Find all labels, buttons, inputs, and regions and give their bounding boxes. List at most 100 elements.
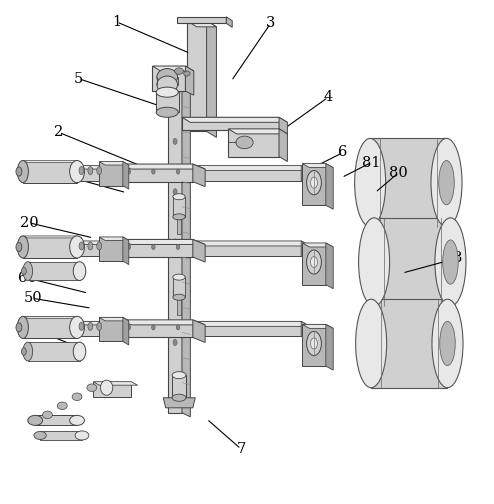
Polygon shape	[301, 241, 310, 261]
Ellipse shape	[307, 170, 322, 195]
Text: 80: 80	[389, 166, 408, 179]
Polygon shape	[326, 325, 333, 370]
Ellipse shape	[174, 68, 183, 74]
Ellipse shape	[70, 236, 84, 258]
Text: 50: 50	[23, 291, 42, 305]
Ellipse shape	[28, 415, 42, 425]
Polygon shape	[23, 161, 77, 182]
Polygon shape	[77, 165, 131, 180]
Polygon shape	[99, 318, 129, 321]
Polygon shape	[193, 320, 205, 343]
Polygon shape	[279, 117, 288, 136]
Ellipse shape	[152, 244, 155, 249]
Text: 4: 4	[324, 90, 333, 104]
Text: 2: 2	[54, 125, 63, 140]
Polygon shape	[302, 163, 333, 167]
Polygon shape	[374, 218, 451, 306]
Polygon shape	[77, 165, 138, 169]
Polygon shape	[190, 322, 301, 337]
Polygon shape	[40, 431, 82, 440]
Ellipse shape	[152, 325, 155, 330]
Ellipse shape	[21, 267, 26, 275]
Polygon shape	[119, 164, 193, 181]
Polygon shape	[187, 21, 206, 132]
Text: 81: 81	[362, 156, 380, 169]
Polygon shape	[182, 117, 288, 122]
Polygon shape	[23, 317, 77, 339]
Ellipse shape	[70, 161, 84, 182]
Polygon shape	[193, 239, 205, 262]
Polygon shape	[35, 415, 77, 425]
Ellipse shape	[311, 177, 318, 188]
Ellipse shape	[173, 380, 177, 386]
Polygon shape	[302, 243, 333, 247]
Ellipse shape	[88, 166, 93, 174]
Polygon shape	[23, 161, 82, 162]
Polygon shape	[119, 164, 205, 169]
Polygon shape	[302, 325, 326, 366]
Ellipse shape	[88, 323, 93, 331]
Ellipse shape	[307, 250, 322, 274]
Ellipse shape	[443, 240, 458, 284]
Ellipse shape	[173, 340, 177, 345]
Polygon shape	[302, 325, 333, 329]
Ellipse shape	[173, 239, 177, 245]
Ellipse shape	[435, 218, 466, 306]
Polygon shape	[190, 241, 301, 256]
Polygon shape	[326, 243, 333, 289]
Polygon shape	[153, 66, 194, 71]
Polygon shape	[182, 66, 190, 417]
Ellipse shape	[157, 76, 177, 93]
Ellipse shape	[17, 236, 28, 258]
Ellipse shape	[173, 88, 177, 94]
Ellipse shape	[156, 107, 178, 117]
Ellipse shape	[307, 332, 322, 355]
Text: 30: 30	[26, 161, 44, 174]
Ellipse shape	[356, 299, 387, 388]
Polygon shape	[28, 342, 80, 361]
Ellipse shape	[23, 262, 33, 281]
Ellipse shape	[173, 139, 177, 145]
Polygon shape	[119, 320, 205, 325]
Ellipse shape	[173, 289, 177, 295]
Polygon shape	[187, 21, 216, 27]
Ellipse shape	[173, 214, 185, 220]
Ellipse shape	[173, 194, 185, 200]
Polygon shape	[190, 165, 310, 170]
Text: 7: 7	[237, 442, 246, 456]
Text: 60: 60	[18, 271, 37, 285]
Ellipse shape	[23, 342, 33, 361]
Polygon shape	[326, 163, 333, 209]
Ellipse shape	[355, 139, 386, 227]
Ellipse shape	[236, 136, 253, 149]
Polygon shape	[99, 161, 129, 165]
Text: 3: 3	[266, 16, 275, 30]
Text: 9: 9	[18, 318, 28, 332]
Ellipse shape	[127, 325, 130, 330]
Ellipse shape	[97, 166, 102, 174]
Text: 6: 6	[338, 146, 348, 159]
Ellipse shape	[100, 380, 113, 395]
Polygon shape	[302, 243, 326, 285]
Ellipse shape	[42, 411, 52, 419]
Ellipse shape	[75, 431, 89, 440]
Polygon shape	[77, 322, 131, 337]
Ellipse shape	[173, 274, 185, 280]
Polygon shape	[206, 21, 216, 138]
Polygon shape	[182, 117, 279, 131]
Ellipse shape	[127, 244, 130, 249]
Ellipse shape	[311, 338, 318, 349]
Ellipse shape	[173, 294, 185, 300]
Polygon shape	[77, 241, 131, 256]
Polygon shape	[173, 277, 185, 297]
Ellipse shape	[431, 139, 462, 227]
Polygon shape	[77, 322, 138, 325]
Polygon shape	[301, 322, 310, 342]
Polygon shape	[163, 398, 195, 408]
Polygon shape	[370, 139, 447, 227]
Ellipse shape	[73, 342, 86, 361]
Ellipse shape	[70, 415, 84, 425]
Ellipse shape	[176, 169, 180, 174]
Ellipse shape	[127, 169, 130, 174]
Ellipse shape	[156, 87, 178, 97]
